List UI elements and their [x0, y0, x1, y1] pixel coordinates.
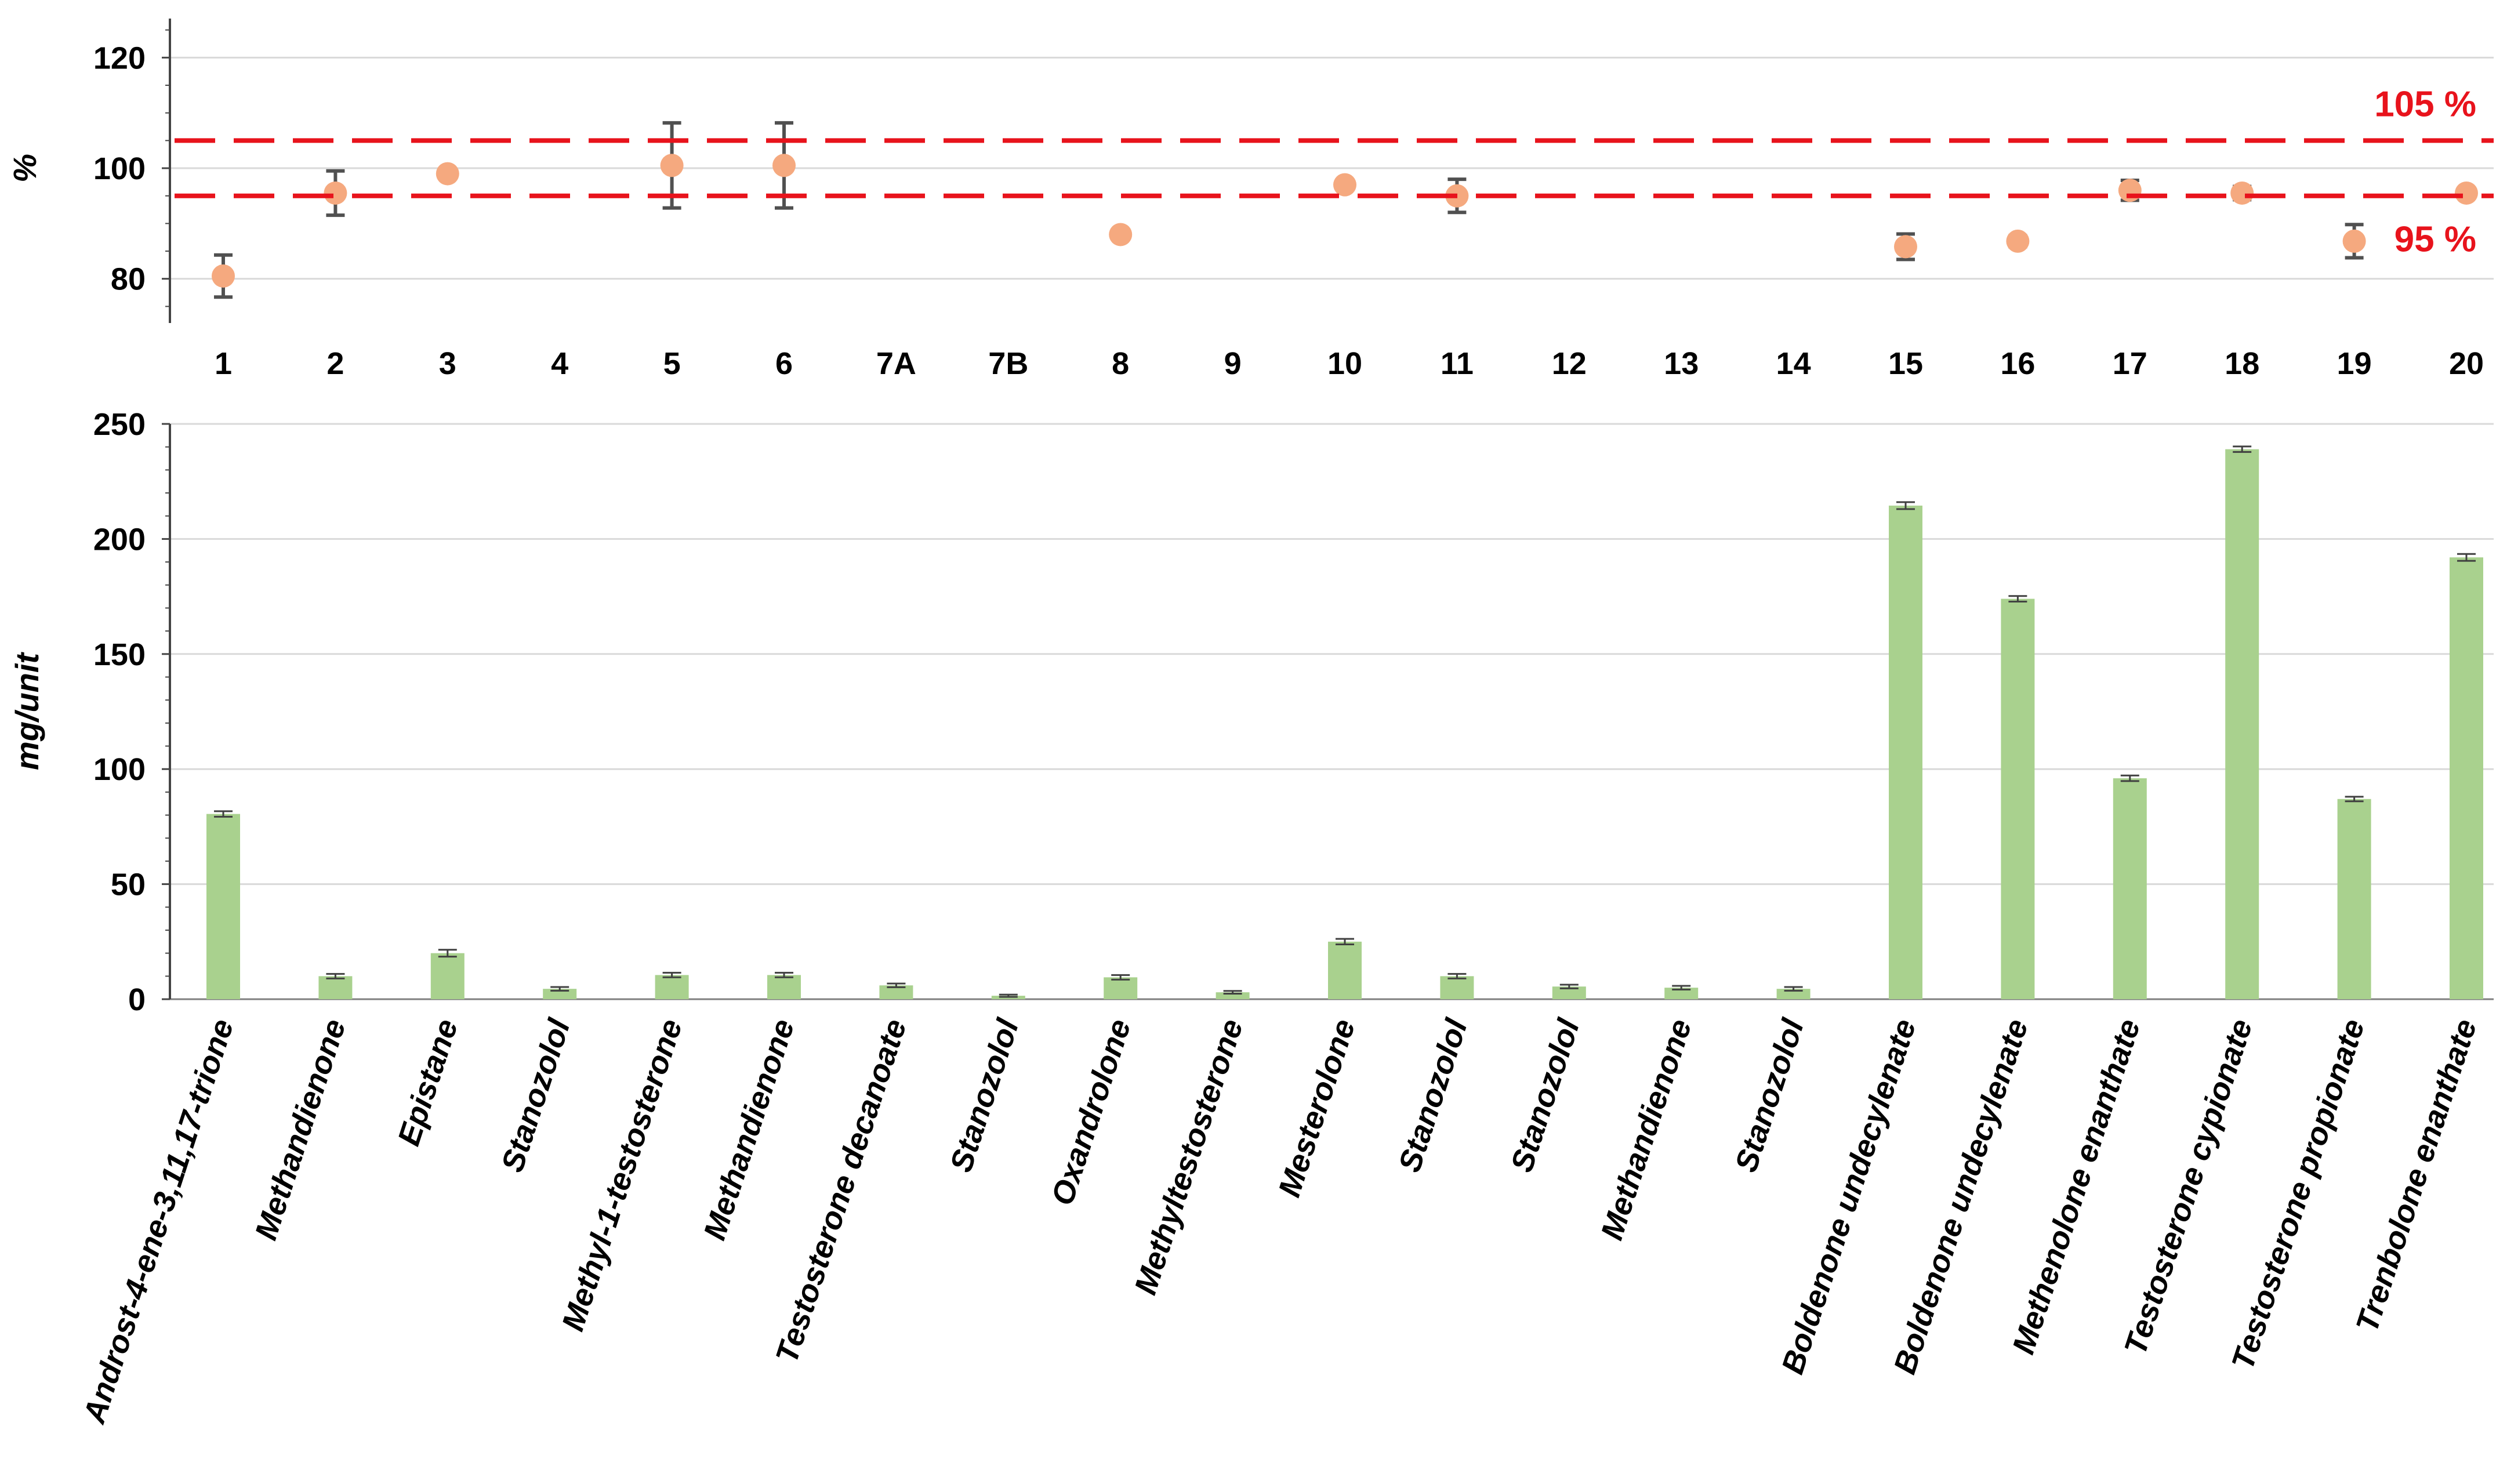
bar [2225, 449, 2259, 999]
y-tick-label: 50 [111, 868, 146, 902]
x-tick-label: 15 [1888, 346, 1923, 381]
x-tick-label: 3 [439, 346, 456, 381]
x-tick-label: 7B [988, 346, 1028, 381]
x-tick-label: 6 [775, 346, 793, 381]
x-category-label: Testosterone cypionate [2118, 1015, 2259, 1359]
x-category-label: Mesterolone [1272, 1015, 1362, 1201]
data-point [436, 162, 459, 186]
x-category-label: Methyl-1-testosterone [556, 1015, 689, 1335]
x-category-label: Androst-4-ene-3,11,17-trione [77, 1015, 241, 1428]
x-tick-label: 2 [326, 346, 344, 381]
y-tick-label: 120 [93, 41, 146, 75]
x-tick-label: 18 [2225, 346, 2259, 381]
x-category-label: Methenolone enanthate [2006, 1015, 2147, 1358]
y-tick-label: 250 [93, 407, 146, 442]
x-tick-label: 12 [1552, 346, 1587, 381]
bar [1552, 986, 1586, 999]
x-tick-label: 14 [1776, 346, 1811, 381]
y-tick-label: 100 [93, 752, 146, 787]
x-category-label: Stanozolol [944, 1014, 1026, 1176]
y-tick-label: 150 [93, 637, 146, 672]
bar [1664, 988, 1699, 999]
y-tick-label: 0 [128, 982, 146, 1017]
data-point [1109, 223, 1133, 246]
bar [1440, 976, 1474, 999]
x-tick-label: 16 [2000, 346, 2035, 381]
data-point [2006, 229, 2030, 253]
x-category-label: Stanozolol [1392, 1014, 1474, 1176]
x-category-label: Stanozolol [1729, 1014, 1811, 1176]
x-category-label: Methandienone [697, 1015, 801, 1244]
x-tick-label: 13 [1664, 346, 1699, 381]
reference-label: 95 % [2394, 220, 2476, 260]
x-category-label: Methandienone [1594, 1015, 1698, 1244]
bar [2113, 778, 2147, 999]
x-category-label: Stanozolol [495, 1014, 577, 1176]
data-point [212, 264, 235, 288]
x-category-label: Boldenone undecylenate [1775, 1015, 1923, 1378]
x-tick-label: 19 [2337, 346, 2372, 381]
y-tick-label: 80 [111, 262, 146, 297]
data-point [660, 154, 684, 177]
x-tick-label: 5 [663, 346, 681, 381]
x-category-label: Methyltestosterone [1128, 1015, 1250, 1298]
x-category-label: Epistane [391, 1015, 465, 1150]
data-point [324, 181, 347, 205]
x-tick-label: 9 [1224, 346, 1242, 381]
bottom-bar-panel: 0 50 100 150 200 250 mg/unit Androst-4-ene-3,11… [9, 407, 2494, 1428]
x-tick-label: 20 [2449, 346, 2484, 381]
x-tick-label: 8 [1112, 346, 1129, 381]
y-tick-label: 100 [93, 151, 146, 186]
y-tick-label: 200 [93, 522, 146, 557]
x-category-label: Oxandrolone [1045, 1015, 1138, 1209]
x-tick-label: 4 [551, 346, 568, 381]
bar [655, 975, 689, 999]
x-tick-label: 7A [876, 346, 916, 381]
bar [430, 953, 465, 999]
x-category-label: Testosterone propionate [2225, 1015, 2371, 1374]
data-point [1333, 173, 1356, 197]
bar [1104, 977, 1138, 999]
y-axis-title: % [6, 154, 43, 183]
y-axis-title: mg/unit [9, 652, 45, 771]
bar [318, 976, 353, 999]
bar [2001, 598, 2035, 999]
data-point [2342, 229, 2366, 253]
bar [2450, 557, 2483, 999]
reference-label: 105 % [2374, 84, 2476, 124]
x-category-label: Trenbolone enanthate [2349, 1015, 2483, 1336]
x-tick-label: 17 [2113, 346, 2147, 381]
data-point [772, 154, 796, 177]
data-point [2230, 181, 2254, 205]
data-point [2118, 179, 2142, 202]
bar [2337, 799, 2371, 999]
bar [767, 975, 801, 999]
bar [1328, 941, 1362, 999]
bar [206, 814, 240, 999]
data-point [1894, 235, 1917, 259]
x-tick-label: 11 [1441, 346, 1474, 381]
bar [1889, 505, 1922, 999]
x-category-label: Testosterone decanoate [769, 1015, 913, 1367]
x-tick-label: 1 [215, 346, 232, 381]
x-category-label: Methandienone [248, 1015, 352, 1244]
bar [1216, 992, 1250, 999]
x-category-label: Stanozolol [1504, 1014, 1587, 1176]
bar [879, 985, 913, 999]
x-category-label: Boldenone undecylenate [1887, 1015, 2035, 1378]
data-point [2455, 181, 2478, 205]
x-tick-label: 10 [1327, 346, 1362, 381]
